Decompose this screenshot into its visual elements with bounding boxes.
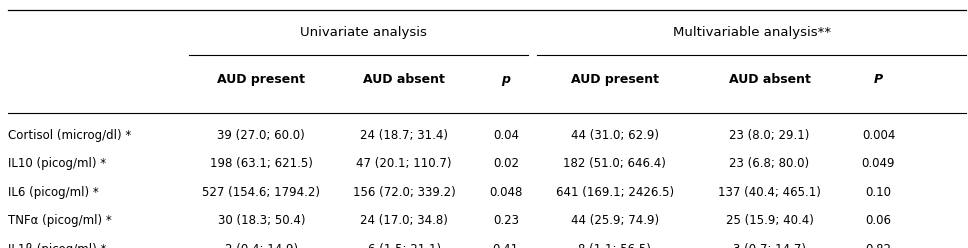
Text: 6 (1.5; 21.1): 6 (1.5; 21.1) [368, 243, 440, 248]
Text: 0.41: 0.41 [493, 243, 519, 248]
Text: IL6 (picog/ml) *: IL6 (picog/ml) * [8, 186, 99, 199]
Text: 24 (17.0; 34.8): 24 (17.0; 34.8) [360, 214, 448, 227]
Text: p: p [501, 73, 510, 86]
Text: 30 (18.3; 50.4): 30 (18.3; 50.4) [218, 214, 305, 227]
Text: Cortisol (microg/dl) *: Cortisol (microg/dl) * [8, 129, 131, 142]
Text: 0.048: 0.048 [489, 186, 523, 199]
Text: 0.04: 0.04 [493, 129, 519, 142]
Text: 0.02: 0.02 [493, 157, 519, 170]
Text: 23 (8.0; 29.1): 23 (8.0; 29.1) [729, 129, 810, 142]
Text: IL10 (picog/ml) *: IL10 (picog/ml) * [8, 157, 106, 170]
Text: 8 (1.1; 56.5): 8 (1.1; 56.5) [578, 243, 651, 248]
Text: Univariate analysis: Univariate analysis [299, 26, 427, 39]
Text: Multivariable analysis**: Multivariable analysis** [673, 26, 831, 39]
Text: AUD absent: AUD absent [729, 73, 810, 86]
Text: 0.23: 0.23 [493, 214, 519, 227]
Text: 3 (0.7; 14.7): 3 (0.7; 14.7) [733, 243, 806, 248]
Text: 24 (18.7; 31.4): 24 (18.7; 31.4) [360, 129, 448, 142]
Text: 0.10: 0.10 [865, 186, 892, 199]
Text: 0.06: 0.06 [865, 214, 892, 227]
Text: 0.004: 0.004 [862, 129, 895, 142]
Text: 198 (63.1; 621.5): 198 (63.1; 621.5) [210, 157, 313, 170]
Text: 44 (31.0; 62.9): 44 (31.0; 62.9) [571, 129, 658, 142]
Text: 182 (51.0; 646.4): 182 (51.0; 646.4) [563, 157, 666, 170]
Text: 25 (15.9; 40.4): 25 (15.9; 40.4) [726, 214, 813, 227]
Text: AUD present: AUD present [571, 73, 658, 86]
Text: AUD absent: AUD absent [363, 73, 445, 86]
Text: 39 (27.0; 60.0): 39 (27.0; 60.0) [218, 129, 305, 142]
Text: 47 (20.1; 110.7): 47 (20.1; 110.7) [356, 157, 452, 170]
Text: 527 (154.6; 1794.2): 527 (154.6; 1794.2) [202, 186, 320, 199]
Text: IL1β (picog/ml) *: IL1β (picog/ml) * [8, 243, 106, 248]
Text: TNFα (picog/ml) *: TNFα (picog/ml) * [8, 214, 111, 227]
Text: 0.82: 0.82 [865, 243, 892, 248]
Text: P: P [874, 73, 883, 86]
Text: 641 (169.1; 2426.5): 641 (169.1; 2426.5) [556, 186, 674, 199]
Text: 156 (72.0; 339.2): 156 (72.0; 339.2) [352, 186, 456, 199]
Text: 2 (0.4; 14.9): 2 (0.4; 14.9) [225, 243, 298, 248]
Text: 23 (6.8; 80.0): 23 (6.8; 80.0) [730, 157, 809, 170]
Text: 44 (25.9; 74.9): 44 (25.9; 74.9) [570, 214, 659, 227]
Text: 137 (40.4; 465.1): 137 (40.4; 465.1) [718, 186, 821, 199]
Text: AUD present: AUD present [218, 73, 305, 86]
Text: 0.049: 0.049 [862, 157, 895, 170]
